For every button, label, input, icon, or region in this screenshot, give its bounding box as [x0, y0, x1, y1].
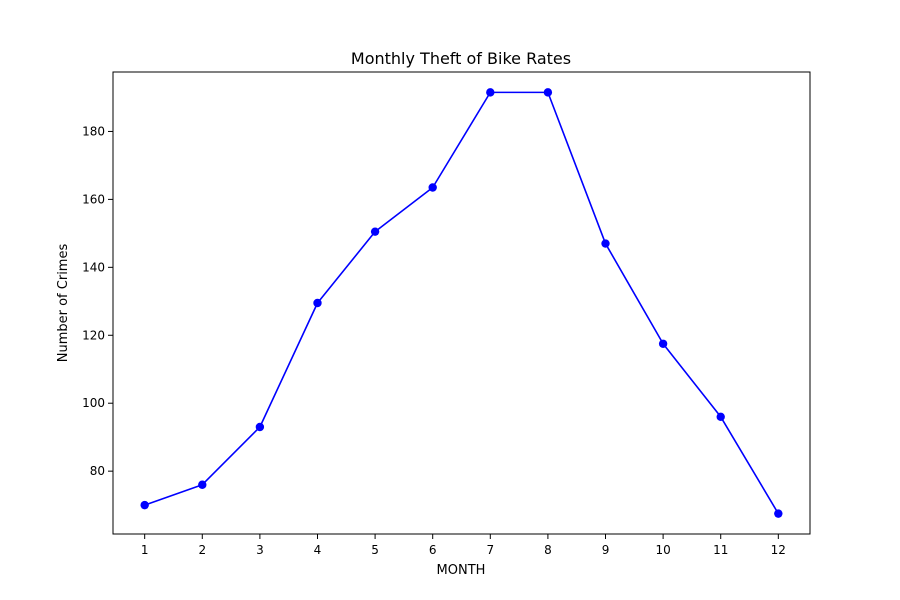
data-point	[255, 422, 265, 432]
data-point	[774, 509, 783, 518]
data-point	[370, 227, 380, 236]
y-tick-label: 100	[82, 396, 105, 410]
y-tick-label: 140	[82, 260, 105, 274]
x-axis-label: MONTH	[437, 563, 486, 578]
data-point	[543, 88, 553, 97]
x-tick-label: 3	[256, 543, 264, 557]
data-point	[140, 500, 149, 510]
y-tick-label: 120	[82, 328, 105, 342]
data-point	[428, 183, 437, 192]
x-tick-label: 1	[141, 543, 149, 557]
series-layer	[140, 88, 783, 518]
series-line	[144, 91, 780, 515]
x-tick-label: 9	[602, 543, 610, 557]
data-point	[198, 480, 207, 489]
chart-title: Monthly Theft of Bike Rates	[351, 49, 571, 68]
x-tick-label: 2	[198, 543, 206, 557]
data-point	[601, 239, 610, 248]
x-tick-label: 5	[371, 543, 379, 557]
x-tick-label: 4	[314, 543, 322, 557]
x-tick-label: 10	[655, 543, 670, 557]
x-tick-label: 12	[771, 543, 786, 557]
data-point	[486, 88, 495, 97]
y-axis: 80 100 120 140 160 180	[82, 124, 113, 478]
data-point	[716, 412, 725, 422]
x-axis: 1 2 3 4 5 6 7 8 9 10 11 12	[141, 534, 786, 557]
y-tick-label: 160	[82, 192, 105, 206]
x-tick-label: 8	[544, 543, 552, 557]
x-tick-label: 11	[713, 543, 728, 557]
y-tick-label: 80	[90, 464, 105, 478]
y-tick-label: 180	[82, 124, 105, 138]
data-point	[658, 339, 668, 348]
x-tick-label: 7	[486, 543, 494, 557]
y-axis-label: Number of Crimes	[56, 244, 71, 363]
plot-area-frame	[112, 71, 811, 535]
x-tick-label: 6	[429, 543, 437, 557]
data-point	[313, 298, 322, 308]
